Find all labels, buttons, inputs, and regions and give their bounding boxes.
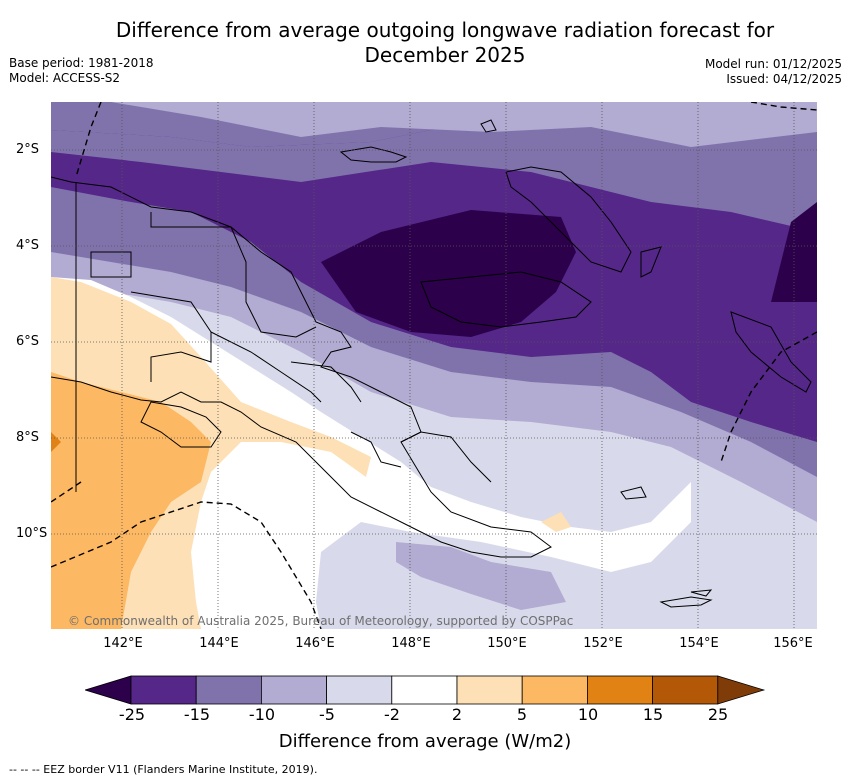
map-svg — [51, 102, 817, 629]
colorbar-segment — [456, 675, 523, 705]
colorbar-tick: 10 — [577, 705, 599, 724]
new-guinea-coast — [51, 176, 552, 558]
title-line-2: December 2025 — [364, 43, 526, 67]
southern-coast-detail — [140, 401, 222, 448]
province-borders — [75, 182, 492, 492]
eez-east — [720, 331, 817, 463]
base-period: Base period: 1981-2018 — [9, 56, 154, 70]
island-louisiade — [659, 596, 713, 608]
border-5 — [290, 361, 362, 403]
colorbar — [83, 675, 769, 709]
lat-tick: 6°S — [16, 334, 40, 349]
border-6 — [350, 431, 402, 468]
eez-west-north — [75, 102, 102, 178]
border-4 — [210, 331, 322, 403]
colorbar-segment — [195, 675, 262, 705]
band-small-warm — [541, 512, 571, 532]
colorbar-segment — [130, 675, 197, 705]
lat-tick: 2°S — [16, 142, 40, 157]
colorbar-tick: -25 — [118, 705, 146, 724]
band-upper-minus15-minus10 — [51, 102, 817, 232]
band-10-15 — [51, 432, 61, 452]
lon-tick: 152°E — [583, 636, 623, 651]
colorbar-tick: -5 — [319, 705, 335, 724]
lon-tick: 146°E — [295, 636, 335, 651]
border-1 — [150, 212, 317, 338]
island-small-3 — [690, 589, 713, 597]
colorbar-segment — [586, 675, 653, 705]
meta-right: Model run: 01/12/2025 Issued: 04/12/2025 — [705, 57, 842, 87]
eez-north-east — [750, 102, 817, 111]
band-5-10 — [51, 372, 211, 629]
colorbar-segment — [521, 675, 588, 705]
lon-tick: 154°E — [679, 636, 719, 651]
border-7 — [400, 431, 492, 483]
eez-torres — [51, 501, 322, 629]
band-upper-minus10-minus5 — [51, 102, 817, 147]
meta-left: Base period: 1981-2018 Model: ACCESS-S2 — [9, 56, 154, 86]
colorbar-extend-high — [717, 675, 766, 705]
colorbar-tick: 2 — [451, 705, 463, 724]
island-solomons — [730, 311, 812, 393]
colorbar-segment — [652, 675, 719, 705]
colorbar-svg — [83, 675, 766, 705]
band-south-minus10 — [396, 542, 566, 610]
band-core-minus25 — [321, 210, 576, 337]
colorbar-tick: -2 — [384, 705, 400, 724]
colorbar-tick: 5 — [516, 705, 528, 724]
model-run: Model run: 01/12/2025 — [704, 57, 842, 71]
map-panel — [51, 102, 817, 629]
border-2 — [90, 251, 132, 278]
colorbar-tick: -10 — [248, 705, 276, 724]
eez-legend-note: -- -- -- EEZ border V11 (Flanders Marine… — [9, 763, 318, 776]
lon-tick: 150°E — [487, 636, 527, 651]
coastlines — [51, 119, 812, 608]
colorbar-extend-low — [83, 675, 132, 705]
band-neutral — [51, 277, 691, 629]
graticule — [51, 102, 817, 629]
colorbar-tick: 15 — [642, 705, 664, 724]
eez-borders — [51, 102, 817, 629]
lat-tick: 10°S — [16, 526, 48, 541]
colorbar-title: Difference from average (W/m2) — [278, 731, 572, 752]
colorbar-segment — [260, 675, 327, 705]
border-3 — [130, 291, 212, 382]
eez-west-south-1 — [51, 481, 82, 503]
colorbar-segment — [391, 675, 458, 705]
issued-date: Issued: 04/12/2025 — [726, 72, 842, 86]
colorbar-tick: -15 — [183, 705, 211, 724]
island-new-britain — [420, 271, 592, 328]
island-manus — [339, 146, 408, 163]
lat-tick: 8°S — [16, 430, 40, 445]
island-bougainville-n — [640, 246, 662, 278]
lon-tick: 156°E — [773, 636, 813, 651]
colorbar-tick: 25 — [707, 705, 729, 724]
colorbar-segment — [326, 675, 393, 705]
lon-tick: 148°E — [391, 636, 431, 651]
lat-tick: 4°S — [16, 238, 40, 253]
island-small-1 — [480, 119, 497, 133]
copyright-notice: © Commonwealth of Australia 2025, Bureau… — [68, 614, 574, 628]
title-line-1: Difference from average outgoing longwav… — [115, 18, 775, 42]
island-new-ireland — [505, 166, 632, 273]
island-small-2 — [620, 486, 647, 500]
map-title: Difference from average outgoing longwav… — [90, 18, 800, 68]
lon-tick: 142°E — [103, 636, 143, 651]
lon-tick: 144°E — [199, 636, 239, 651]
model-name: Model: ACCESS-S2 — [9, 71, 121, 85]
